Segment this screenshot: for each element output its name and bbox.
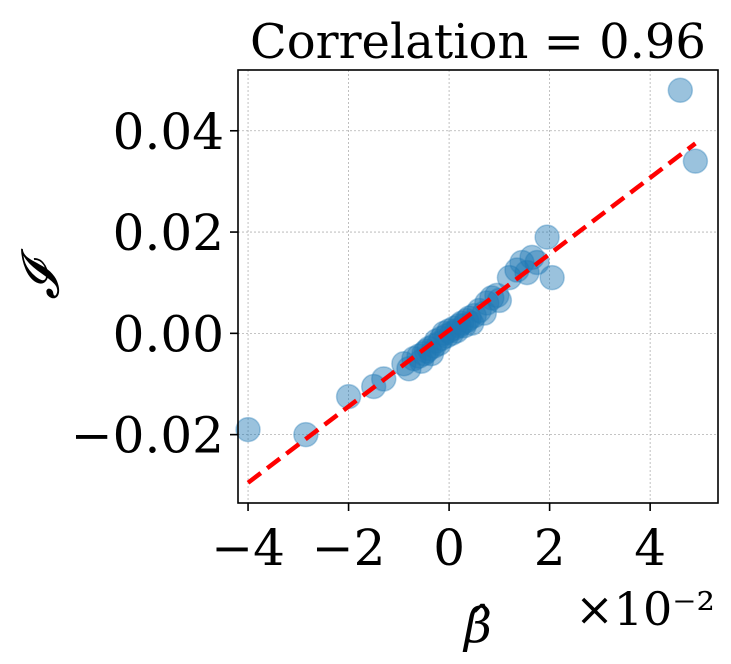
scatter-point [411,340,437,367]
scatter-point [456,305,482,331]
x-tick-label: −2 [312,519,386,577]
fit-line [246,141,697,485]
scatter-point [293,421,319,448]
x-tick-label: 0 [433,519,465,577]
ticks: −4 −2 0 2 4 −0.02 0.00 0.02 0.04 [71,103,666,577]
data-points [235,77,709,448]
x-tick-label: 2 [534,519,566,577]
plot-frame [237,69,719,504]
scatter-point [539,264,565,291]
chart-title: Correlation = 0.96 [250,14,706,70]
x-tick-label: 4 [634,519,666,577]
y-tick-label: −0.02 [71,407,224,465]
scatter-point [453,307,480,334]
scatter-point [534,224,560,250]
grid [238,70,718,503]
scatter-point [451,312,477,339]
scatter-point [235,416,261,443]
y-tick-label: 0.00 [113,305,224,363]
scatter-point [426,330,452,357]
x-axis-scale-label: ×10⁻² [575,582,715,636]
x-tick-label: −4 [211,519,285,577]
scatter-point [416,335,442,362]
x-axis-label: β̂ [462,598,492,654]
y-axis-label: 𝓘 [11,248,71,300]
scatter-point [438,320,465,347]
scatter-point [461,302,487,329]
scatter-point [667,77,694,104]
scatter-point [421,333,447,359]
scatter-point [682,148,709,174]
y-tick-label: 0.04 [113,103,224,161]
y-tick-label: 0.02 [113,204,224,262]
